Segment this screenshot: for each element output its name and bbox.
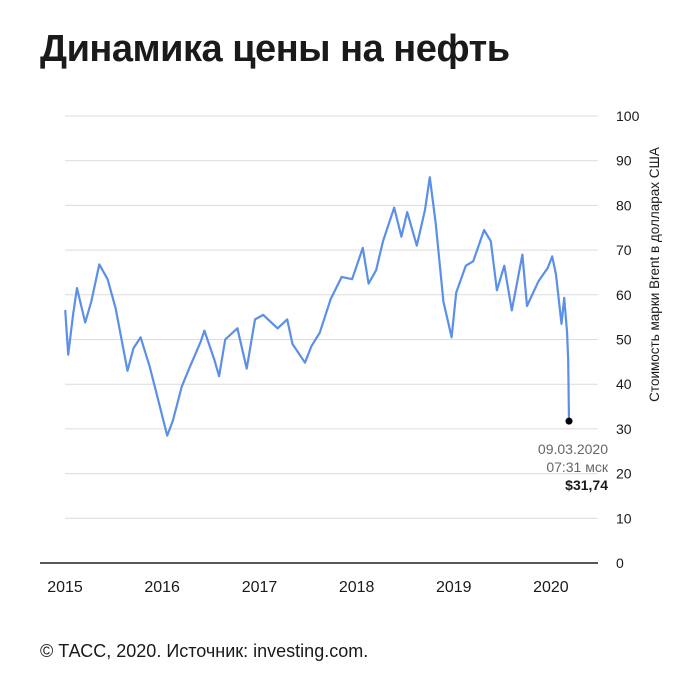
y-axis-label: Стоимость марки Brent в долларах США [647, 147, 662, 402]
x-tick-label: 2017 [242, 579, 278, 596]
y-tick-label: 90 [616, 153, 632, 169]
y-tick-label: 60 [616, 287, 632, 303]
x-tick-label: 2016 [144, 579, 180, 596]
y-tick-label: 30 [616, 421, 632, 437]
y-tick-label: 0 [616, 555, 624, 571]
last-price-point [565, 417, 573, 425]
annotation-value: $31,74 [565, 477, 608, 493]
annotation-date: 09.03.2020 [538, 441, 608, 457]
y-tick-label: 80 [616, 197, 632, 213]
y-tick-label: 10 [616, 510, 632, 526]
x-tick-label: 2019 [436, 579, 472, 596]
source-footer: © ТАСС, 2020. Источник: investing.com. [40, 641, 369, 661]
annotation-time: 07:31 мск [546, 459, 609, 475]
y-tick-label: 70 [616, 242, 632, 258]
chart-title: Динамика цены на нефть [40, 28, 510, 70]
x-tick-label: 2018 [339, 579, 375, 596]
y-tick-label: 20 [616, 466, 632, 482]
x-tick-label: 2020 [533, 579, 569, 596]
x-tick-label: 2015 [47, 579, 83, 596]
y-tick-label: 100 [616, 108, 640, 124]
y-tick-label: 40 [616, 376, 632, 392]
y-tick-label: 50 [616, 332, 632, 348]
price-line [64, 176, 571, 437]
